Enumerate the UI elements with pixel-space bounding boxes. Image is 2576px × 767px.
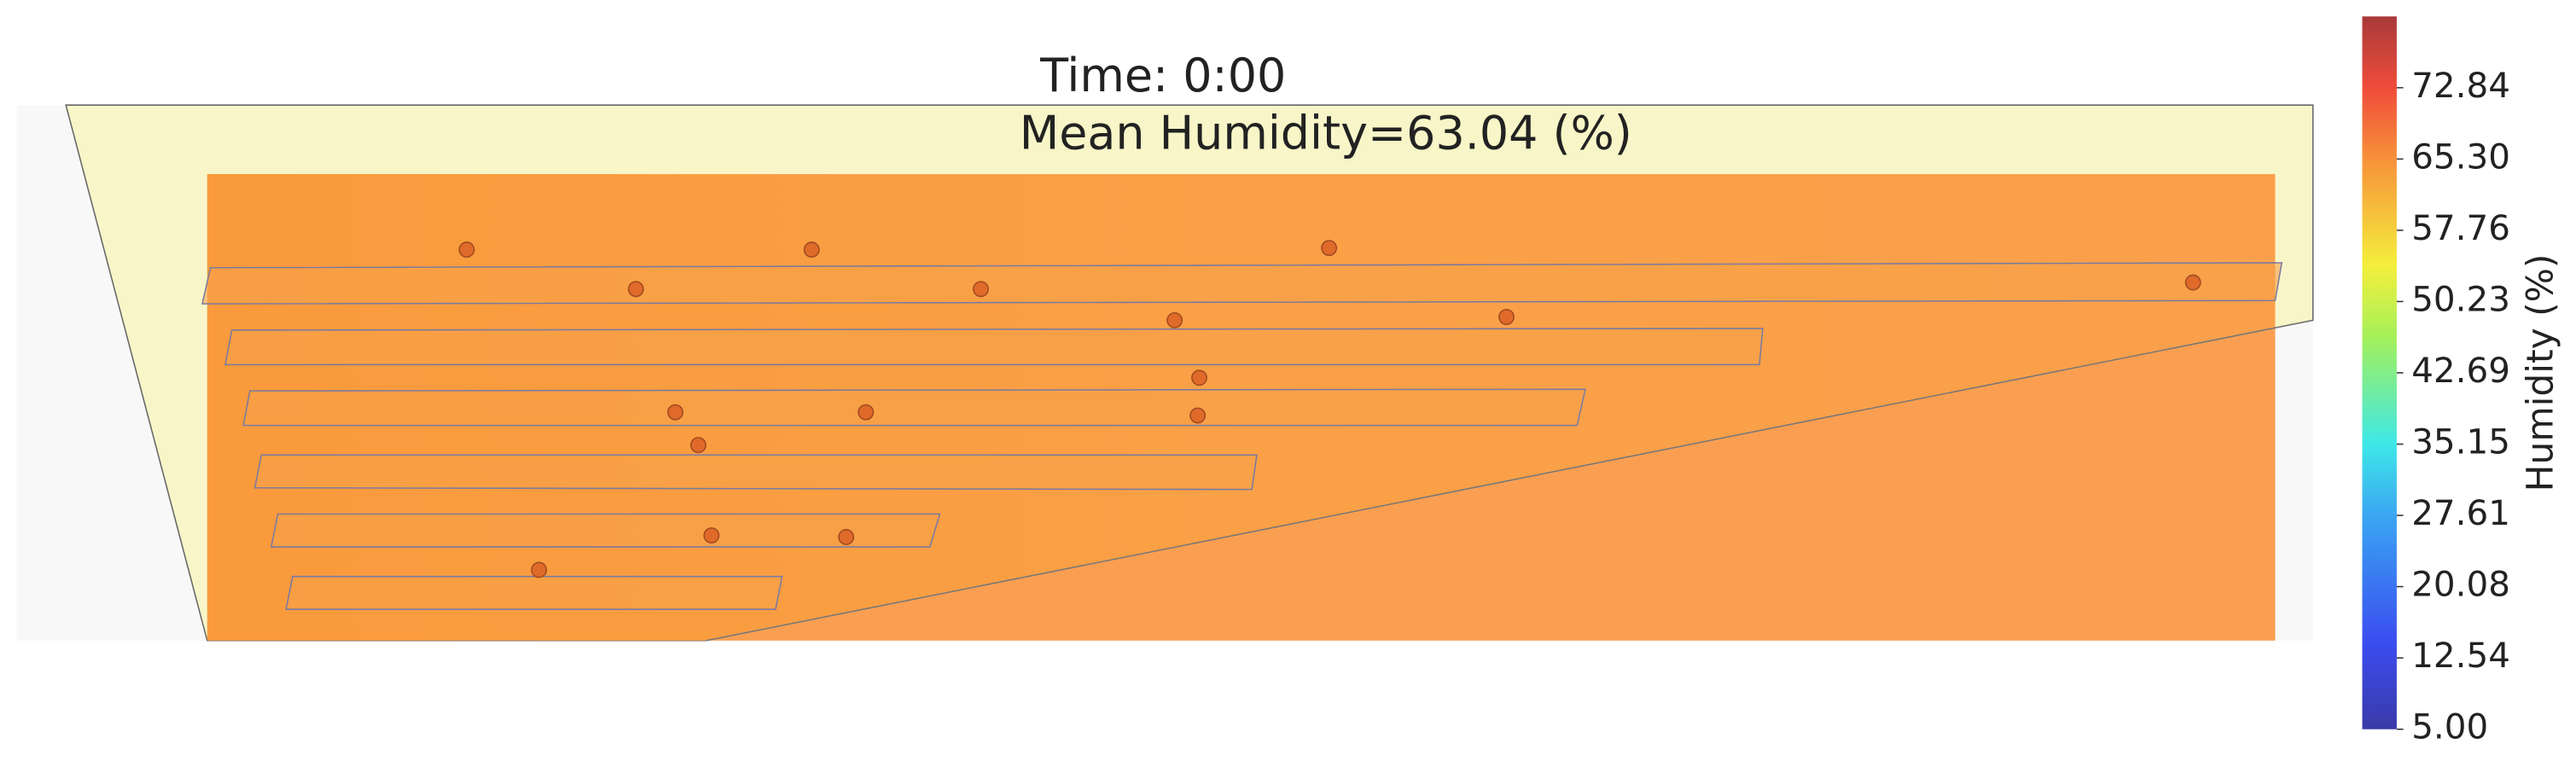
sensor (531, 561, 548, 578)
shelf (253, 454, 1258, 491)
colorbar-label: Humidity (%) (2520, 254, 2561, 492)
shelf (285, 575, 783, 610)
sensor (858, 404, 875, 421)
colorbar-tick-label: 42.69 (2411, 350, 2510, 391)
shelves (201, 262, 2283, 610)
sensor (973, 281, 989, 298)
colorbar-tick-label: 5.00 (2411, 706, 2488, 747)
colorbar-tick-label: 57.76 (2411, 207, 2510, 248)
shelf (270, 513, 941, 548)
sensor (458, 241, 475, 259)
colorbar (2362, 16, 2397, 729)
chart-title: Time: 0:00 (1039, 49, 1286, 102)
shelf (201, 262, 2283, 305)
sensor (838, 529, 855, 545)
sensors (458, 240, 2201, 578)
sensor (1191, 369, 1207, 386)
sensor (1166, 311, 1183, 328)
sensor (627, 281, 644, 298)
colorbar-tick-label: 50.23 (2411, 278, 2510, 319)
colorbar-tick-label: 65.30 (2411, 136, 2510, 177)
sensor (667, 404, 683, 421)
shelf (242, 388, 1586, 427)
sensor (1321, 240, 1338, 257)
sensor (1498, 309, 1515, 325)
room-edge (706, 319, 2313, 642)
colorbar-tick-label: 35.15 (2411, 421, 2510, 462)
sensor (803, 241, 820, 259)
sensor (2184, 274, 2201, 291)
colorbar-tick-label: 27.61 (2411, 492, 2510, 533)
sensor (703, 527, 720, 544)
shelf (224, 328, 1764, 366)
sensor (1189, 407, 1207, 424)
colorbar-tick-label: 20.08 (2411, 564, 2510, 605)
chart-subtitle: Mean Humidity=63.04 (%) (1020, 106, 1632, 160)
sensor (689, 437, 707, 454)
colorbar-tick-label: 72.84 (2411, 65, 2510, 106)
colorbar-tick-label: 12.54 (2411, 635, 2510, 676)
